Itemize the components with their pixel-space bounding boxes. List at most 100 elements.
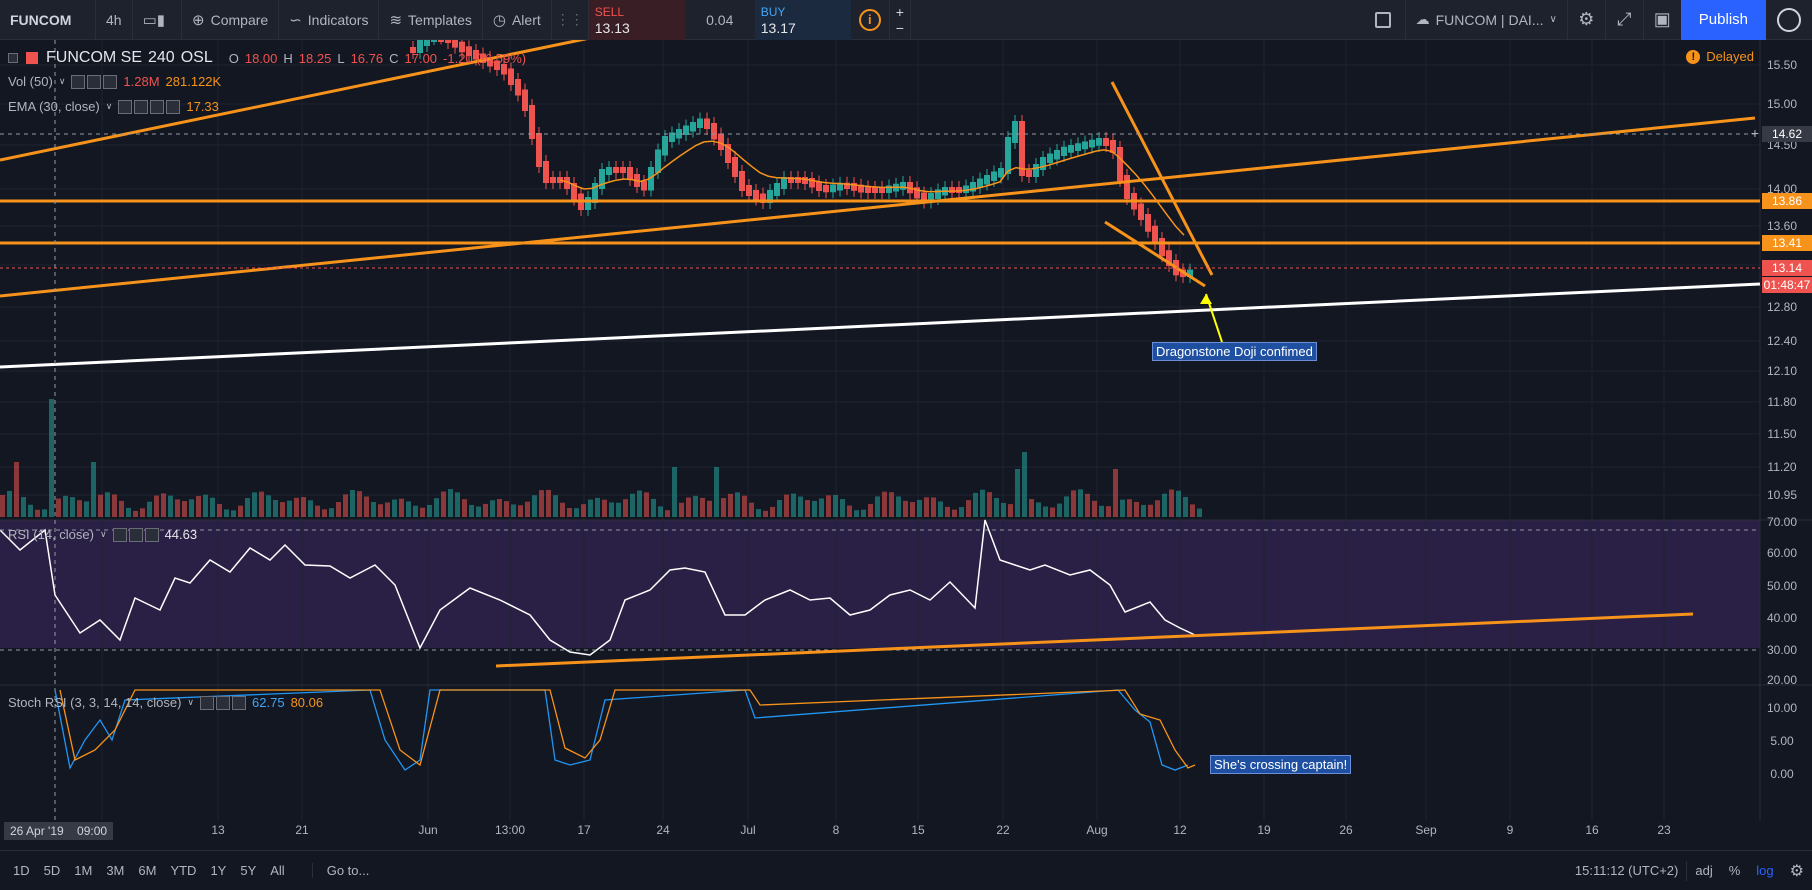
interval-button[interactable]: 4h (96, 0, 133, 40)
candle-body (466, 46, 472, 56)
rsi-name[interactable]: RSI (14, close) (8, 527, 94, 542)
candle-body (1005, 137, 1011, 174)
log-toggle[interactable]: log (1756, 863, 1774, 878)
candle-body (928, 193, 934, 203)
adj-toggle[interactable]: adj (1695, 863, 1713, 878)
percent-toggle[interactable]: % (1728, 863, 1741, 878)
range-button-5d[interactable]: 5D (43, 863, 61, 878)
volume-bar (1085, 493, 1090, 517)
avatar-icon[interactable] (1766, 0, 1812, 40)
fullscreen-icon[interactable]: ⤢ (1604, 0, 1643, 40)
delayed-badge[interactable]: ! Delayed (1686, 49, 1754, 64)
ema-name[interactable]: EMA (30, close) (8, 99, 100, 114)
volume-bar (91, 462, 96, 517)
legend-exchange: OSL (180, 49, 213, 66)
volume-bar (259, 491, 264, 517)
stoch-rsi-name[interactable]: Stoch RSI (3, 3, 14, 14, close) (8, 695, 182, 710)
chevron-down-icon[interactable]: ∨ (99, 529, 107, 539)
chevron-down-icon[interactable]: ∨ (105, 101, 113, 111)
candle-body (718, 133, 724, 150)
volume-bar (511, 504, 516, 517)
layout-square-icon[interactable] (1374, 11, 1391, 28)
volume-bar (133, 510, 138, 517)
buy-price: 13.17 (760, 19, 796, 36)
indicator-controls[interactable] (118, 99, 181, 114)
volume-bar (602, 499, 607, 517)
main-series-legend: FUNCOM SE 240 OSL O 18.00 H 18.25 L 16.76 C… (8, 49, 526, 67)
candle-body (1089, 139, 1095, 148)
volume-bar (273, 499, 278, 517)
minus-button[interactable]: − (895, 19, 904, 36)
collapse-legend-icon[interactable] (8, 53, 18, 63)
publish-button[interactable]: Publish (1680, 0, 1766, 40)
candle-body (543, 161, 549, 183)
buy-button[interactable]: BUY 13.17 (754, 0, 851, 40)
doji-annotation[interactable]: Dragonstone Doji confimed (1152, 342, 1317, 361)
stoch-d-value: 80.06 (290, 695, 324, 710)
candle-body (760, 193, 766, 203)
candle-body (473, 50, 479, 60)
candle-body (655, 149, 661, 173)
time-tick-label: 9 (1506, 823, 1514, 837)
volume-bar (21, 497, 26, 517)
info-icon[interactable]: i (858, 8, 881, 31)
time-tick-label: Jun (418, 823, 438, 837)
clock-label[interactable]: 15:11:12 (UTC+2) (1574, 863, 1679, 878)
stoch-annotation[interactable]: She's crossing captain! (1210, 755, 1352, 774)
volume-bar (1127, 499, 1132, 517)
support-line-white (0, 282, 1761, 369)
symbol-search-button[interactable]: FUNCOM (0, 0, 96, 40)
volume-bar (364, 496, 369, 517)
candle-body (508, 68, 514, 85)
indicator-controls[interactable] (200, 695, 247, 710)
candle-body (704, 118, 710, 129)
alert-button[interactable]: ◷ Alert (483, 0, 552, 40)
plus-button[interactable]: + (895, 3, 904, 20)
volume-bar (819, 498, 824, 517)
range-button-ytd[interactable]: YTD (170, 863, 197, 878)
range-button-1y[interactable]: 1Y (210, 863, 227, 878)
ema-value: 17.33 (186, 99, 219, 114)
candle-body (648, 167, 654, 191)
compare-plus-icon: ⊕ (192, 11, 205, 29)
drag-handle[interactable]: ⋮⋮ (552, 0, 589, 40)
candle-body (599, 169, 605, 189)
candle-body (613, 167, 619, 173)
camera-icon[interactable]: ▣ (1642, 0, 1681, 40)
indicator-controls[interactable] (71, 74, 118, 89)
chart-canvas[interactable]: 15.5015.0014.5014.0013.6013.2012.8012.40… (0, 40, 1812, 820)
volume-bar (126, 507, 131, 517)
candle-body (991, 171, 997, 181)
indicators-button[interactable]: ∽ Indicators (279, 0, 380, 40)
settings-gear-icon[interactable]: ⚙ (1566, 0, 1605, 40)
range-button-all[interactable]: All (270, 863, 285, 878)
volume-bar (959, 507, 964, 517)
volume-bar (56, 498, 61, 517)
volume-bar (665, 510, 670, 517)
goto-button[interactable]: Go to... (311, 863, 369, 878)
price-tick-label: 12.40 (1767, 334, 1797, 348)
templates-button[interactable]: ≋ Templates (379, 0, 483, 40)
chart-style-button[interactable]: ▭▮ (133, 0, 183, 40)
time-axis[interactable]: ay1321Jun13:001724Jul81522Aug121926Sep91… (0, 820, 1760, 840)
price-badge-label: 13.41 (1772, 236, 1802, 250)
range-button-5y[interactable]: 5Y (240, 863, 257, 878)
volume-name[interactable]: Vol (50) (8, 74, 53, 89)
range-button-1d[interactable]: 1D (13, 863, 30, 878)
auto-scale-gear-icon[interactable]: ⚙ (1789, 862, 1804, 880)
compare-button[interactable]: ⊕ Compare (182, 0, 280, 40)
volume-bar (385, 502, 390, 517)
candle-body (774, 183, 780, 196)
range-button-6m[interactable]: 6M (138, 863, 157, 878)
quantity-stepper[interactable]: + − (888, 0, 911, 40)
range-button-3m[interactable]: 3M (106, 863, 125, 878)
price-tick-label: 13.60 (1767, 219, 1797, 233)
sell-button[interactable]: SELL 13.13 (588, 0, 685, 40)
chevron-down-icon[interactable]: ∨ (187, 697, 195, 707)
indicator-controls[interactable] (112, 527, 159, 542)
chevron-down-icon[interactable]: ∨ (58, 76, 66, 86)
layout-name-button[interactable]: ☁ FUNCOM | DAI... ∨ (1404, 0, 1567, 40)
rsi-line (0, 519, 1196, 656)
volume-bar (98, 494, 103, 517)
range-button-1m[interactable]: 1M (74, 863, 93, 878)
